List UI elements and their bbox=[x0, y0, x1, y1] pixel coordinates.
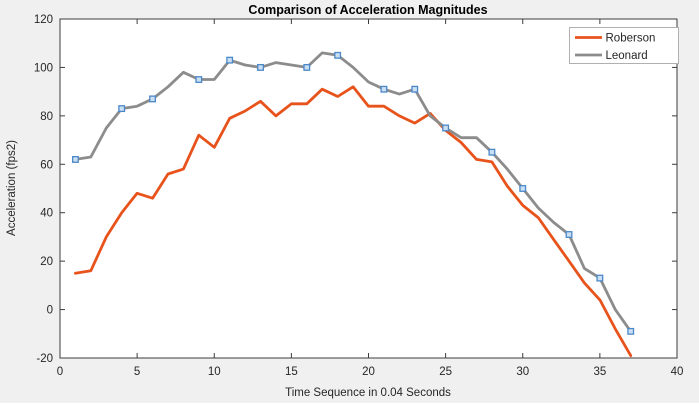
y-tick-label: 80 bbox=[40, 111, 53, 123]
x-tick-label: 10 bbox=[208, 366, 221, 378]
leonard-marker bbox=[627, 327, 635, 335]
leonard-marker bbox=[303, 63, 311, 71]
x-tick-label: 30 bbox=[516, 366, 529, 378]
leonard-marker bbox=[149, 95, 156, 103]
y-axis-label: Acceleration (fps2) bbox=[6, 140, 18, 236]
y-tick-label: 60 bbox=[40, 159, 53, 171]
leonard-marker bbox=[596, 274, 604, 282]
leonard-marker bbox=[257, 63, 264, 71]
leonard-marker bbox=[226, 56, 234, 64]
y-tick-label: 0 bbox=[47, 305, 53, 317]
plot-area bbox=[60, 19, 677, 358]
leonard-marker bbox=[442, 124, 450, 132]
legend-entry-label: Roberson bbox=[606, 33, 656, 45]
leonard-marker bbox=[334, 51, 342, 59]
y-tick-label: 120 bbox=[34, 14, 53, 26]
x-tick-label: 0 bbox=[57, 366, 63, 378]
x-tick-labels: 0 5 10 15 20 25 30 35 40 bbox=[57, 366, 684, 378]
x-tick-label: 15 bbox=[285, 366, 298, 378]
x-tick-label: 40 bbox=[671, 366, 684, 378]
y-tick-label: -20 bbox=[36, 353, 53, 365]
series-markers bbox=[71, 51, 635, 335]
roberson-line bbox=[74, 85, 633, 358]
legend-box bbox=[569, 27, 679, 64]
x-tick-label: 20 bbox=[362, 366, 375, 378]
x-ticks bbox=[59, 19, 678, 358]
legend: Roberson Leonard bbox=[569, 27, 679, 64]
y-tick-label: 40 bbox=[40, 208, 53, 220]
series-lines bbox=[74, 51, 633, 358]
y-tick-labels: -20 0 20 40 60 80 100 120 bbox=[34, 14, 53, 365]
leonard-marker bbox=[565, 231, 573, 238]
leonard-marker bbox=[519, 185, 527, 192]
leonard-marker bbox=[411, 85, 419, 93]
x-axis-label: Time Sequence in 0.04 Seconds bbox=[285, 387, 451, 399]
x-tick-label: 35 bbox=[593, 366, 606, 378]
x-tick-label: 25 bbox=[439, 366, 452, 378]
x-tick-label: 5 bbox=[134, 366, 140, 378]
leonard-marker bbox=[71, 155, 79, 163]
leonard-marker bbox=[118, 105, 126, 113]
y-tick-label: 20 bbox=[40, 256, 53, 268]
chart-title: Comparison of Acceleration Magnitudes bbox=[248, 3, 487, 17]
leonard-marker bbox=[488, 148, 496, 156]
leonard-marker bbox=[380, 85, 388, 93]
plot-border bbox=[59, 18, 678, 359]
leonard-line bbox=[74, 51, 633, 333]
y-tick-label: 100 bbox=[34, 62, 53, 74]
legend-entry-label: Leonard bbox=[606, 50, 648, 62]
leonard-marker bbox=[195, 76, 203, 83]
